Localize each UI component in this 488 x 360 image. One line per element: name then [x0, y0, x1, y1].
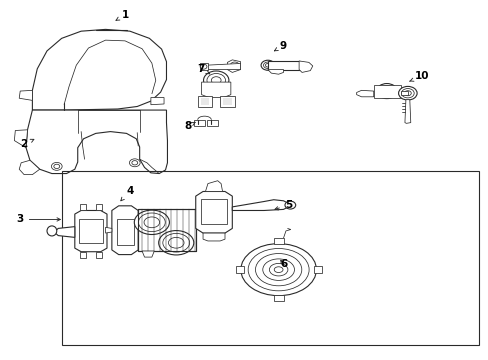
Polygon shape [273, 296, 283, 301]
Text: 2: 2 [20, 139, 34, 149]
Polygon shape [80, 252, 86, 258]
Bar [117, 220, 134, 244]
Ellipse shape [203, 71, 228, 90]
Polygon shape [195, 192, 232, 233]
Polygon shape [105, 227, 112, 233]
Ellipse shape [285, 201, 295, 209]
Ellipse shape [241, 244, 316, 296]
Polygon shape [19, 90, 32, 100]
Ellipse shape [163, 233, 189, 252]
Polygon shape [313, 266, 321, 273]
Text: 8: 8 [184, 121, 195, 131]
Text: 9: 9 [274, 41, 286, 51]
Bar [220, 96, 234, 107]
Ellipse shape [401, 89, 413, 98]
Polygon shape [299, 61, 312, 72]
Polygon shape [203, 233, 224, 241]
Ellipse shape [138, 213, 165, 231]
Polygon shape [235, 266, 243, 273]
Ellipse shape [51, 162, 62, 170]
Polygon shape [19, 160, 40, 175]
Bar [79, 220, 103, 243]
Polygon shape [55, 226, 75, 237]
Bar [200, 199, 227, 224]
Text: 6: 6 [279, 259, 286, 269]
Bar [207, 121, 218, 126]
Ellipse shape [255, 253, 301, 286]
Ellipse shape [376, 84, 396, 99]
Ellipse shape [261, 60, 274, 70]
Polygon shape [75, 211, 107, 252]
Ellipse shape [158, 230, 193, 255]
Ellipse shape [263, 62, 272, 68]
Bar [61, 171, 478, 345]
Polygon shape [142, 251, 154, 257]
Ellipse shape [129, 159, 140, 167]
Ellipse shape [47, 226, 57, 236]
Polygon shape [80, 204, 86, 211]
Text: 1: 1 [116, 10, 128, 21]
Bar [200, 98, 209, 105]
Polygon shape [96, 252, 102, 258]
Ellipse shape [206, 73, 225, 87]
Text: 5: 5 [274, 200, 291, 210]
Polygon shape [112, 206, 138, 255]
Polygon shape [356, 90, 373, 97]
Bar [267, 61, 299, 69]
Polygon shape [26, 110, 167, 174]
Text: 7: 7 [197, 64, 209, 74]
Polygon shape [400, 91, 407, 95]
Polygon shape [404, 100, 410, 123]
Polygon shape [203, 63, 240, 69]
Text: 3: 3 [17, 215, 60, 224]
Bar [138, 209, 195, 251]
Polygon shape [201, 82, 230, 98]
Ellipse shape [269, 264, 287, 276]
Bar [223, 98, 231, 105]
Polygon shape [32, 30, 166, 110]
Polygon shape [232, 200, 288, 211]
Polygon shape [14, 130, 27, 148]
Ellipse shape [262, 259, 294, 280]
Polygon shape [151, 98, 163, 105]
Polygon shape [96, 204, 102, 211]
Polygon shape [227, 60, 240, 72]
Polygon shape [205, 181, 222, 192]
Text: 4: 4 [121, 186, 133, 201]
Polygon shape [273, 238, 283, 244]
Ellipse shape [398, 86, 416, 100]
Bar [199, 63, 208, 69]
Polygon shape [267, 69, 283, 74]
Bar [197, 96, 212, 107]
Bar [193, 121, 204, 126]
Text: 10: 10 [409, 71, 429, 81]
Ellipse shape [134, 210, 169, 234]
Ellipse shape [379, 86, 393, 96]
Ellipse shape [247, 248, 308, 291]
Bar [373, 85, 400, 98]
